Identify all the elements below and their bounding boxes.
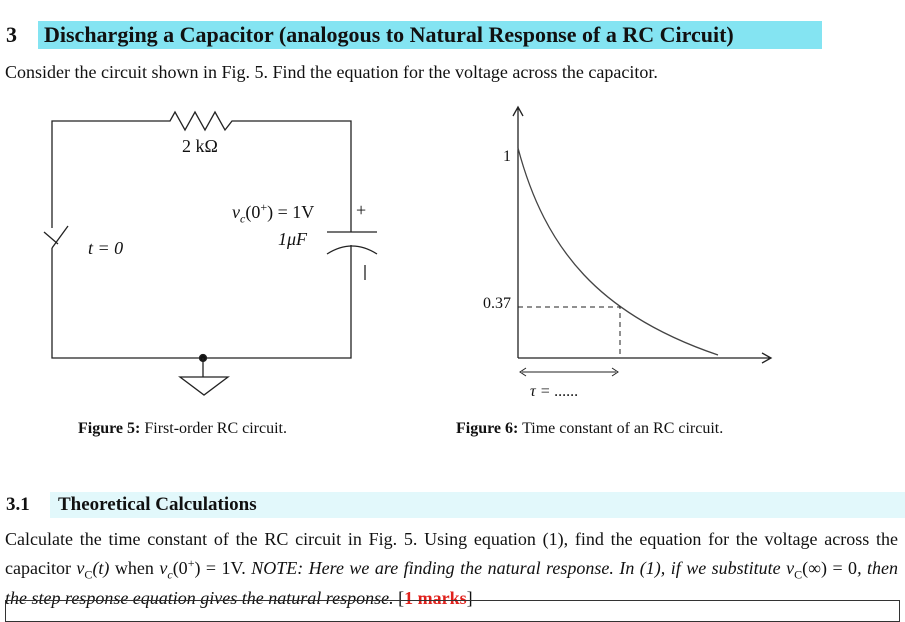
caption: Figure 5: First-order RC circuit. bbox=[78, 420, 287, 438]
switch bbox=[43, 225, 69, 249]
tau-arrow bbox=[519, 367, 619, 377]
math: (t) bbox=[92, 557, 110, 578]
figures bbox=[43, 105, 773, 396]
intro: Consider the circuit shown in Fig. 5. Fi… bbox=[5, 62, 658, 82]
math: (∞) = 0 bbox=[802, 557, 858, 578]
math: v bbox=[159, 557, 168, 578]
math: (0 bbox=[245, 202, 261, 222]
math: + bbox=[260, 200, 268, 214]
capacitor-plate bbox=[326, 245, 378, 255]
answer-box bbox=[5, 600, 900, 622]
x-axis bbox=[518, 352, 773, 364]
dashed-guide bbox=[518, 306, 621, 358]
decay-curve bbox=[517, 147, 719, 356]
note: , then the step response equation gives … bbox=[5, 557, 899, 608]
section-number: 3 bbox=[6, 22, 17, 47]
capacitor-label: 1μF bbox=[278, 229, 308, 249]
caption-text: Time constant of an RC circuit. bbox=[522, 420, 724, 437]
text: Calculate the time constant of the RC ci… bbox=[5, 529, 898, 578]
math: ) = 1V bbox=[267, 202, 315, 222]
caption-label: Figure 6: bbox=[456, 420, 519, 437]
section-bar bbox=[38, 21, 822, 49]
note: NOTE: Here we are finding the natural re… bbox=[251, 557, 787, 578]
wire bbox=[51, 110, 352, 232]
plus-sign: + bbox=[356, 200, 367, 220]
caption-text: First-order RC circuit. bbox=[144, 420, 287, 437]
text: . bbox=[241, 557, 252, 578]
y-label: 0.37 bbox=[483, 295, 511, 312]
subsection-bar bbox=[50, 492, 905, 518]
switch-label: t = 0 bbox=[88, 238, 124, 258]
math: + bbox=[187, 555, 195, 570]
wire bbox=[51, 245, 352, 359]
marks: 1 marks bbox=[404, 587, 467, 608]
math: c bbox=[240, 211, 246, 226]
math: v bbox=[76, 557, 85, 578]
math: v bbox=[786, 557, 795, 578]
math: (0 bbox=[172, 557, 188, 578]
math: c bbox=[167, 567, 173, 582]
math: v bbox=[232, 202, 240, 222]
subsection-title: Theoretical Calculations bbox=[58, 494, 257, 515]
ground bbox=[178, 358, 230, 396]
section-title: Discharging a Capacitor (analogous to Na… bbox=[44, 22, 734, 47]
math: ) = 1V bbox=[194, 557, 242, 578]
tau-label: τ = ...... bbox=[530, 383, 579, 400]
text: when bbox=[109, 557, 160, 578]
paragraph: Calculate the time constant of the RC ci… bbox=[5, 528, 898, 610]
math: C bbox=[84, 567, 93, 582]
text: [ bbox=[393, 587, 405, 608]
text: ] bbox=[466, 587, 473, 608]
subsection-number: 3.1 bbox=[6, 494, 30, 515]
resistor-label: 2 kΩ bbox=[182, 136, 218, 156]
caption-label: Figure 5: bbox=[78, 420, 141, 437]
math: C bbox=[794, 567, 803, 582]
initial-voltage: vc(0+) = 1V bbox=[232, 200, 314, 227]
y-label: 1 bbox=[503, 148, 511, 165]
caption: Figure 6: Time constant of an RC circuit… bbox=[456, 420, 723, 438]
y-axis bbox=[512, 105, 524, 358]
